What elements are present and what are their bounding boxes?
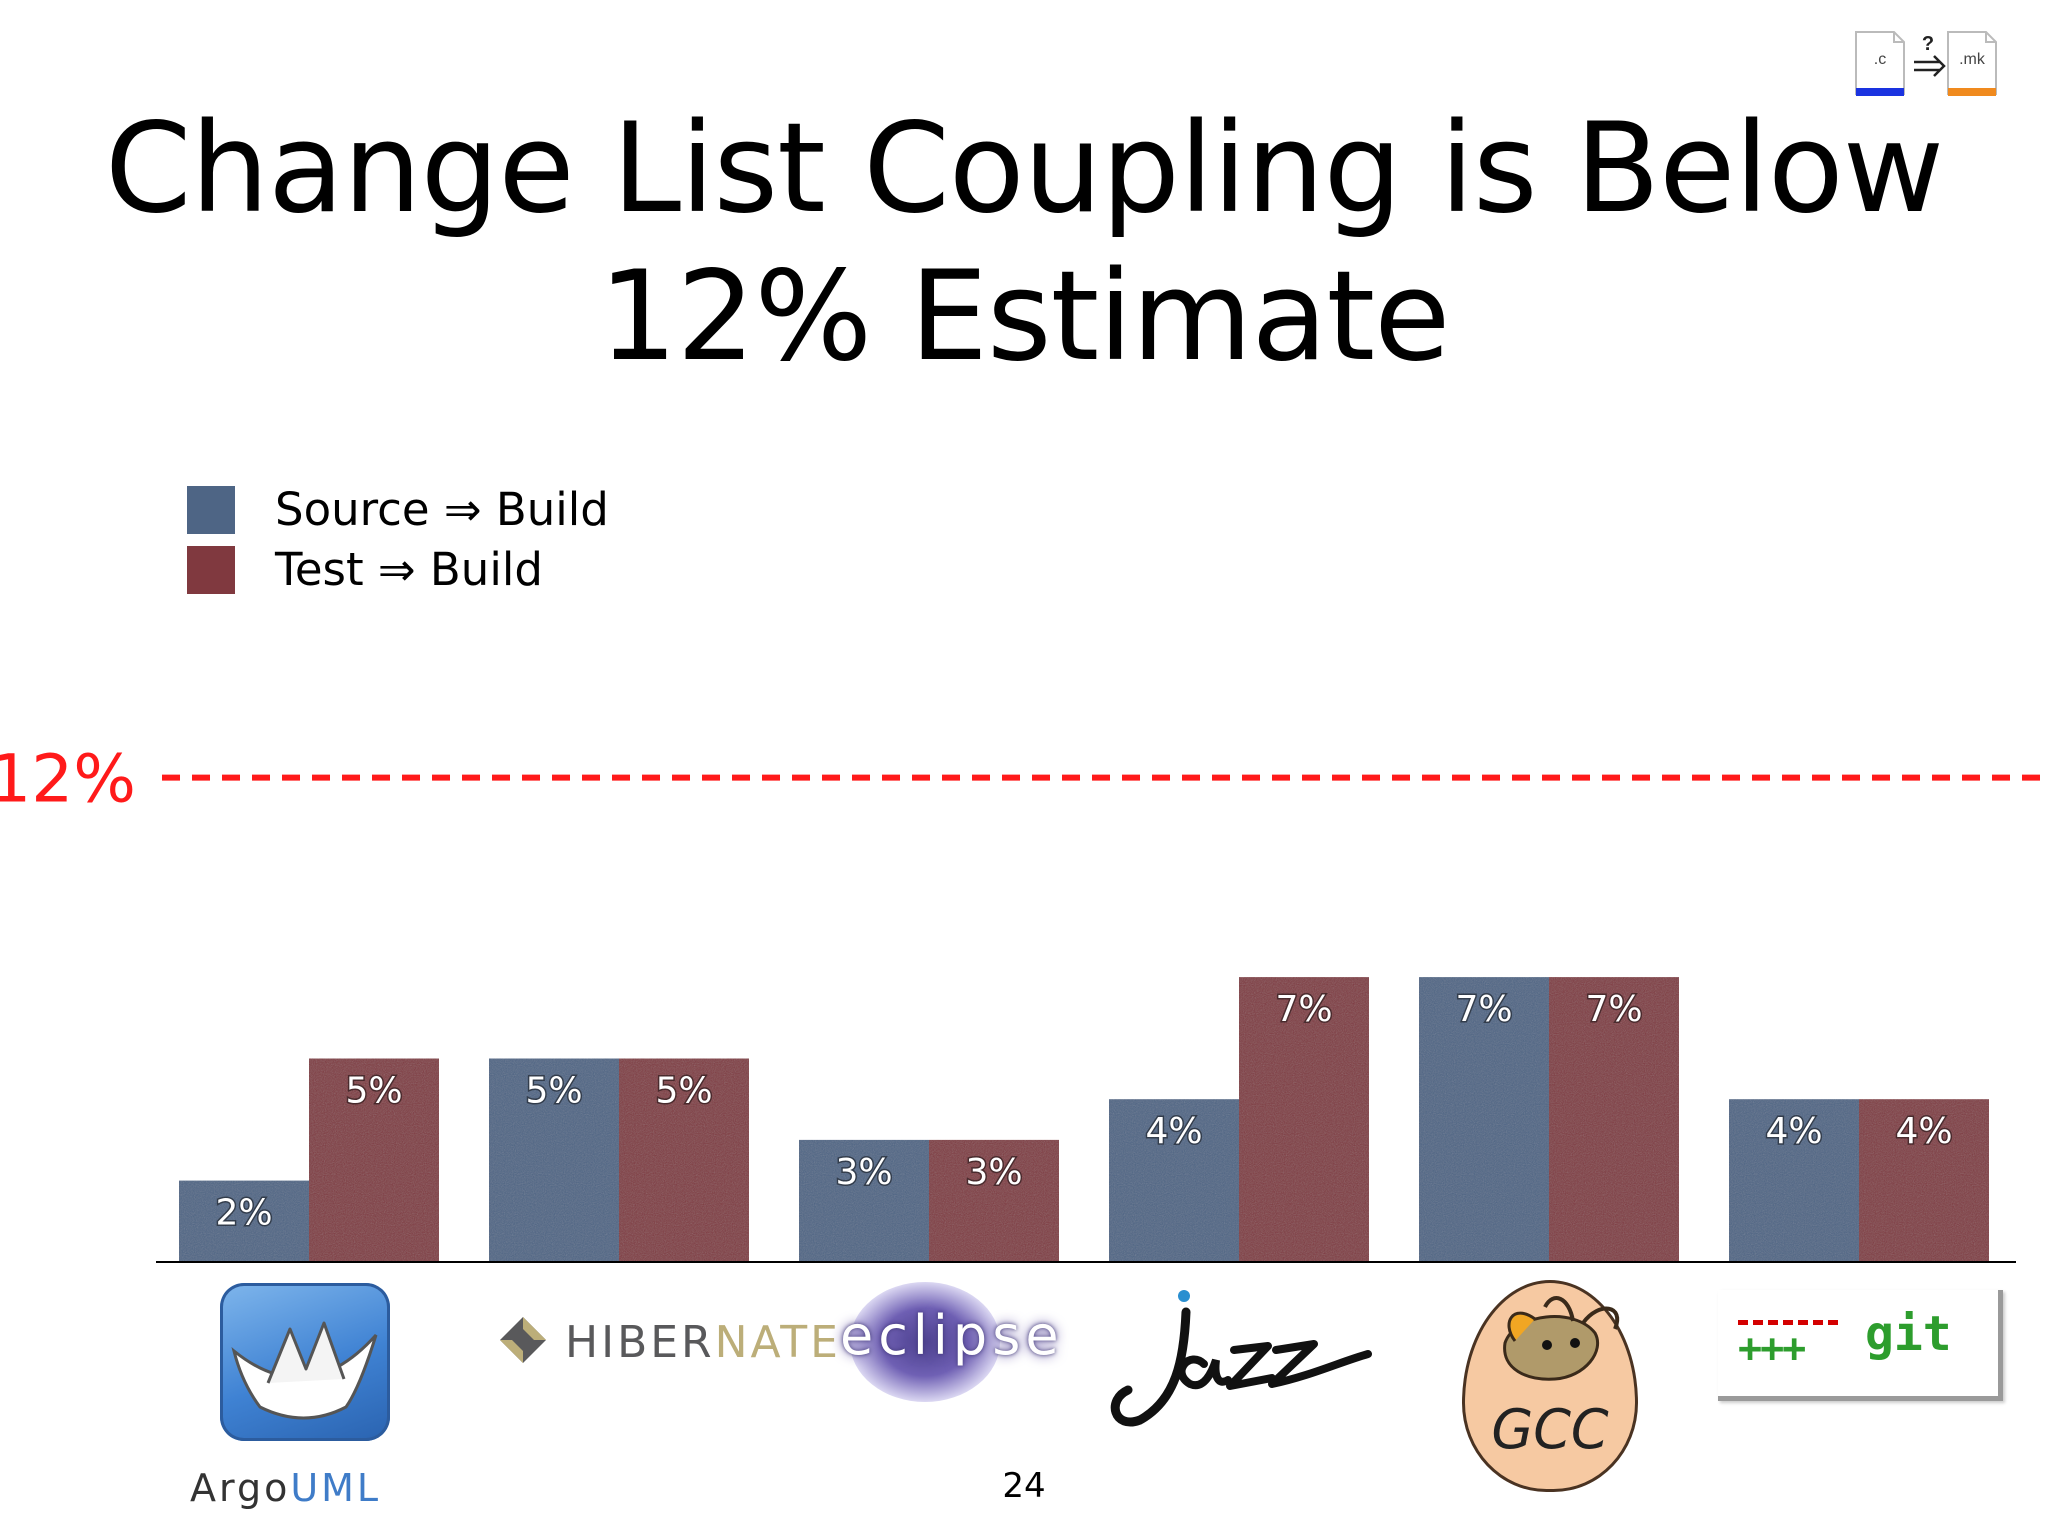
bar-hibernate-series-0 [489,1058,619,1262]
bar-label-hibernate-series-0: 5% [525,1071,582,1112]
bar-label-git-series-0: 4% [1765,1111,1822,1152]
source-to-build-icon: .c ? .mk [1855,31,1997,96]
slide-title-line-1: Change List Coupling is Below [104,97,1944,241]
bar-labels-group: 2% 5% 5% 5% 3% 3% 4% 7% 7% 7% 4% 4% [214,988,1954,1236]
bar-label-eclipse-series-0: 3% [835,1152,892,1193]
hibernate-wordmark-suffix: NATE [714,1317,841,1368]
gcc-logo [1462,1280,1638,1492]
c-file-label: .c [1874,51,1886,68]
bar-label-gcc-series-1: 7% [1585,989,1642,1030]
bar-label-eclipse-series-1: 3% [965,1152,1022,1193]
jazz-script-icon: Jazz [1110,1290,1372,1439]
bar-eclipse-series-1 [929,1139,1059,1262]
jazz-logo-text: Jazz [1237,1437,1242,1439]
bar-label-gcc-series-0: 7% [1455,989,1512,1030]
hibernate-wordmark-prefix: HIBER [565,1317,715,1368]
bar-label-argouml-series-1: 5% [345,1071,402,1112]
mk-file-label: .mk [1959,51,1986,68]
question-mark: ? [1922,33,1934,55]
bar-gcc-series-1 [1549,977,1679,1262]
argouml-wordmark-suffix: UML [290,1466,382,1510]
hibernate-diamond-icon [500,1317,546,1363]
bar-git-series-1 [1859,1099,1989,1262]
bar-label-jazz-series-1: 7% [1275,989,1332,1030]
bar-git-series-0 [1729,1099,1859,1262]
git-logo [1718,1290,2003,1401]
bar-label-argouml-series-0: 2% [215,1193,272,1234]
argouml-wordmark-prefix: Argo [190,1466,291,1510]
slide-title-line-2: 12% Estimate [598,245,1451,389]
c-file-icon: .c [1855,31,1905,96]
mk-file-icon: .mk [1947,31,1997,96]
bar-label-git-series-1: 4% [1895,1111,1952,1152]
legend-swatch-test-build [187,546,235,594]
git-minus-icon [1738,1320,1838,1325]
git-wordmark: git [1865,1306,1952,1362]
bar-label-jazz-series-0: 4% [1145,1111,1202,1152]
gnu-head-icon [1503,1296,1620,1381]
git-plus-icon: +++ [1738,1326,1806,1372]
page-number: 24 [1002,1466,1046,1506]
slide-title: Change List Coupling is Below 12% Estima… [0,95,2048,391]
bar-jazz-series-0 [1109,1099,1239,1262]
bar-argouml-series-0 [179,1180,309,1262]
legend-label-test-build: Test ⇒ Build [275,543,543,596]
bar-argouml-series-1 [309,1058,439,1262]
eclipse-sphere-icon [850,1282,1000,1402]
gcc-wordmark: GCC [1491,1398,1609,1461]
reference-line-label: 12% [0,741,136,818]
bar-label-hibernate-series-1: 5% [655,1071,712,1112]
bar-jazz-series-1 [1239,977,1369,1262]
bar-hibernate-series-1 [619,1058,749,1262]
arrow-icon: ? [1914,33,1946,77]
eclipse-logo: eclipse [840,1304,1064,1367]
bar-eclipse-series-0 [799,1139,929,1262]
legend-label-source-build: Source ⇒ Build [275,483,609,536]
reference-line-group: 12% [0,741,2040,818]
bar-gcc-series-0 [1419,977,1549,1262]
hibernate-logo: HIBERNATE [498,1315,841,1368]
legend-swatch-source-build [187,486,235,534]
jazz-logo: Jazz [1100,1280,1380,1444]
argouml-logo [220,1283,390,1441]
argouml-wordmark: ArgoUML [190,1466,381,1510]
paper-boat-icon [231,1321,378,1420]
bars-group [179,977,1989,1262]
